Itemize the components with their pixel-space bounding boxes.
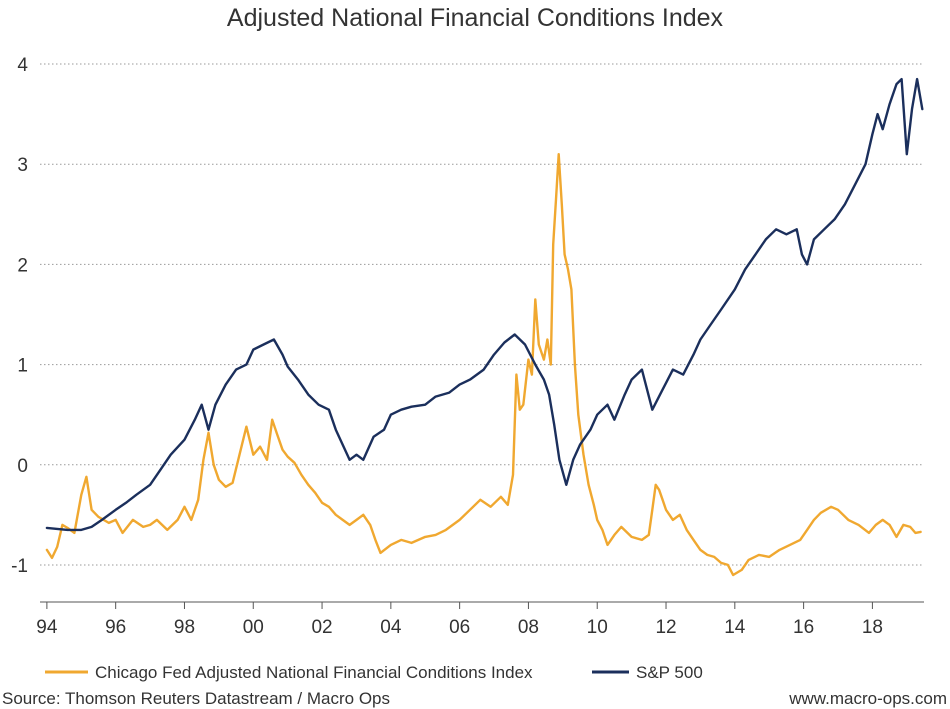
x-tick-label: 16 <box>793 617 814 638</box>
gridlines <box>40 63 924 566</box>
x-tick-label: 00 <box>243 617 264 638</box>
website-label: www.macro-ops.com <box>788 689 947 708</box>
source-note: Source: Thomson Reuters Datastream / Mac… <box>2 689 390 708</box>
y-tick-label: 2 <box>17 255 28 276</box>
x-tick-label: 10 <box>587 617 608 638</box>
x-tick-label: 02 <box>311 617 332 638</box>
y-tick-label: 1 <box>17 356 28 377</box>
x-tick-label: 18 <box>862 617 883 638</box>
legend-label-nfci: Chicago Fed Adjusted National Financial … <box>95 663 533 682</box>
x-tick-label: 96 <box>105 617 126 638</box>
y-tick-label: -1 <box>11 556 28 577</box>
x-tick-label: 14 <box>724 617 746 638</box>
x-tick-label: 06 <box>449 617 470 638</box>
x-tick-label: 12 <box>655 617 676 638</box>
legend-label-sp500: S&P 500 <box>636 663 703 682</box>
x-tick-label: 04 <box>380 617 402 638</box>
x-tick-label: 98 <box>174 617 195 638</box>
series-line-sp500 <box>45 77 924 532</box>
x-tick-label: 08 <box>518 617 539 638</box>
x-tick-label: 94 <box>36 617 58 638</box>
y-tick-label: 3 <box>17 155 28 176</box>
y-tick-label: 0 <box>17 456 28 477</box>
legend: Chicago Fed Adjusted National Financial … <box>45 663 703 682</box>
series-line-nfci <box>45 153 922 577</box>
chart-title: Adjusted National Financial Conditions I… <box>227 4 724 32</box>
y-axis-tick-labels: -1 0 1 2 3 4 <box>11 55 28 577</box>
series-lines <box>45 77 924 577</box>
x-axis-ticks: 94 96 98 00 02 04 06 08 10 12 14 16 18 <box>36 602 883 638</box>
y-tick-label: 4 <box>17 55 28 76</box>
